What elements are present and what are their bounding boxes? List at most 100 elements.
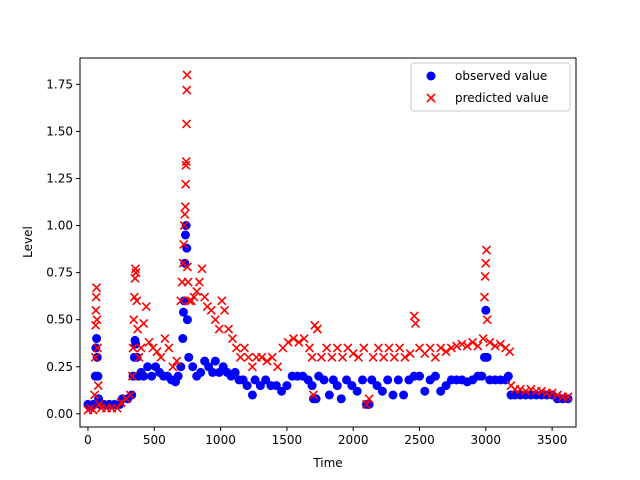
- observed-point: [255, 381, 265, 391]
- predicted-point: [152, 347, 162, 357]
- predicted-point: [210, 315, 220, 325]
- predicted-point: [132, 296, 142, 306]
- plot-area-frame: [79, 57, 577, 428]
- predicted-point: [134, 352, 144, 362]
- predicted-point: [180, 202, 190, 212]
- predicted-point: [452, 341, 462, 351]
- predicted-point: [389, 352, 399, 362]
- predicted-point: [182, 70, 192, 80]
- observed-point: [147, 371, 157, 381]
- predicted-point: [373, 343, 383, 353]
- predicted-point: [127, 371, 137, 381]
- observed-point: [352, 386, 362, 396]
- predicted-point: [505, 347, 515, 357]
- y-tick-label: 1.75: [46, 77, 73, 91]
- predicted-point: [141, 301, 151, 312]
- y-tick-label: 0.00: [46, 407, 73, 421]
- predicted-point: [214, 324, 224, 334]
- x-tick-label: 500: [143, 433, 166, 447]
- observed-point: [143, 362, 153, 372]
- legend-label-predicted: predicted value: [455, 91, 549, 105]
- observed-point: [332, 381, 342, 391]
- observed-point: [415, 371, 425, 381]
- observed-point: [342, 375, 352, 385]
- predicted-point: [257, 352, 267, 362]
- observed-point: [477, 371, 487, 381]
- predicted-point: [481, 245, 492, 255]
- predicted-point: [353, 352, 364, 362]
- predicted-point: [479, 292, 490, 302]
- predicted-point: [90, 390, 100, 400]
- predicted-point: [182, 262, 192, 272]
- observed-point: [127, 390, 137, 400]
- predicted-point: [139, 318, 149, 329]
- predicted-point: [239, 343, 250, 353]
- observed-point: [261, 375, 271, 385]
- observed-point: [139, 371, 149, 381]
- observed-point: [180, 230, 190, 240]
- legend-marker-observed: [426, 71, 436, 81]
- predicted-point: [181, 156, 191, 167]
- y-tick-label: 1.00: [46, 219, 73, 233]
- series-predicted: [83, 70, 573, 415]
- predicted-point: [348, 349, 358, 359]
- observed-point: [91, 343, 101, 353]
- observed-point: [178, 334, 188, 344]
- observed-point: [196, 367, 206, 377]
- observed-point: [336, 394, 346, 404]
- observed-point: [184, 352, 194, 362]
- predicted-point: [189, 292, 199, 302]
- predicted-point: [409, 311, 419, 321]
- y-axis-label: Level: [21, 226, 35, 258]
- observed-point: [357, 375, 367, 385]
- predicted-point: [194, 277, 204, 287]
- observed-point: [132, 352, 142, 362]
- predicted-point: [327, 352, 337, 362]
- x-tick-label: 1000: [205, 433, 236, 447]
- predicted-point: [223, 324, 234, 334]
- x-axis: 0 500 1000 1500 2000 2500 3000 3500: [84, 427, 567, 447]
- x-tick-label: 2500: [404, 433, 435, 447]
- observed-point: [399, 390, 409, 400]
- observed-point: [173, 371, 183, 381]
- predicted-point: [294, 337, 304, 347]
- observed-point: [482, 352, 492, 362]
- predicted-point: [364, 394, 374, 404]
- legend-label-observed: observed value: [455, 69, 547, 83]
- observed-point: [430, 371, 440, 381]
- y-tick-label: 0.50: [46, 313, 73, 327]
- predicted-point: [338, 352, 348, 362]
- predicted-point: [235, 352, 246, 362]
- predicted-point: [515, 384, 525, 394]
- predicted-point: [273, 362, 283, 372]
- predicted-point: [92, 315, 102, 325]
- predicted-point: [304, 343, 314, 353]
- observed-point: [242, 381, 252, 391]
- predicted-point: [156, 352, 166, 362]
- predicted-point: [436, 343, 446, 353]
- observed-point: [307, 381, 317, 391]
- predicted-point: [478, 333, 488, 344]
- observed-point: [324, 390, 334, 400]
- predicted-point: [547, 388, 557, 398]
- predicted-point: [482, 315, 492, 325]
- predicted-point: [359, 343, 369, 353]
- observed-point: [347, 381, 357, 391]
- predicted-point: [410, 318, 421, 329]
- predicted-point: [183, 277, 193, 287]
- legend-frame: [410, 62, 571, 112]
- predicted-point: [395, 343, 405, 353]
- predicted-point: [125, 390, 135, 400]
- predicted-point: [379, 352, 389, 362]
- predicted-point: [192, 286, 202, 297]
- predicted-point: [368, 352, 378, 362]
- observed-point: [250, 375, 260, 385]
- observed-point: [372, 381, 382, 391]
- x-tick-label: 1500: [272, 433, 303, 447]
- predicted-point: [129, 315, 139, 325]
- observed-point: [93, 371, 103, 381]
- observed-point: [176, 362, 186, 372]
- observed-point: [208, 367, 218, 377]
- y-axis: 0.00 0.25 0.50 0.75 1.00 1.25 1.50 1.75: [46, 77, 80, 421]
- observed-point: [277, 386, 287, 396]
